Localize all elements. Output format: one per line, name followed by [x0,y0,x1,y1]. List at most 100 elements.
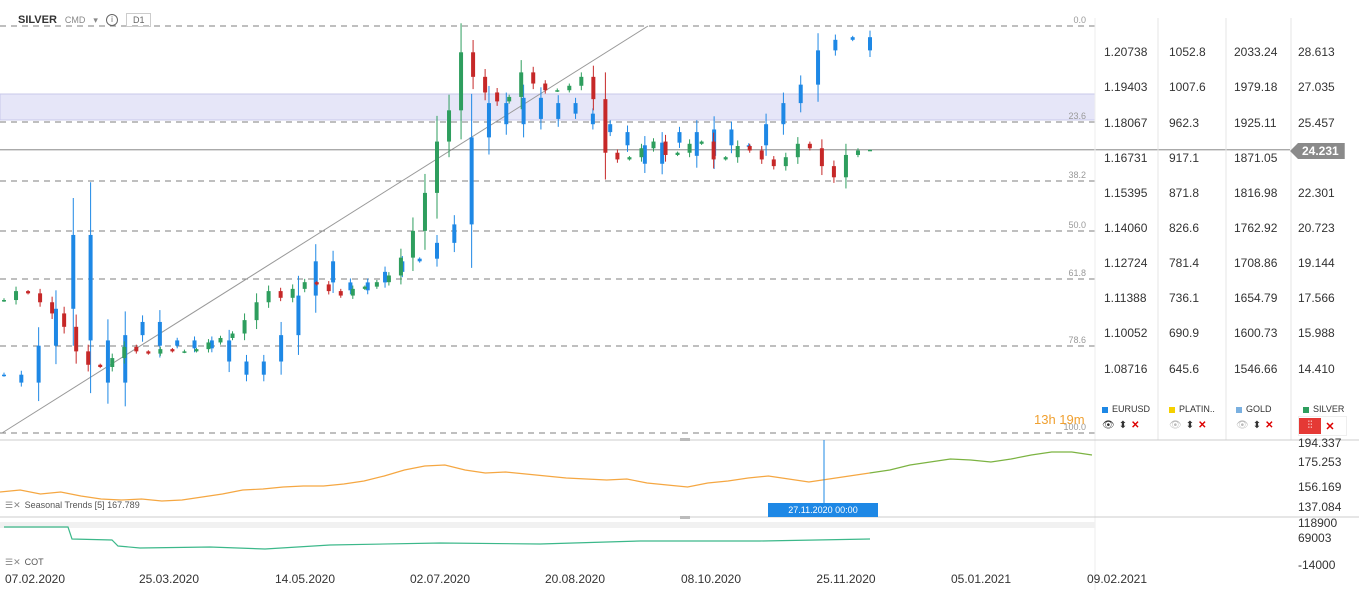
silver-body [170,349,175,352]
candle-type-icon[interactable]: ⫶⫶ [1299,418,1321,434]
silver-body [194,349,199,352]
silver-candle [110,353,115,372]
close-icon[interactable]: ✕ [1325,420,1335,433]
eye-icon[interactable]: 👁 [1102,420,1119,431]
silver-candle [206,339,211,353]
silver-candle [663,134,668,162]
trend-line [1,25,649,434]
highlight-band [0,93,1096,121]
legend-platinum[interactable]: PLATIN.. 👁⬍✕ [1169,404,1215,431]
sort-icon[interactable]: ⬍ [1185,420,1199,431]
eurusd-candle [313,244,318,313]
silver-candle [819,139,824,176]
close-icon[interactable]: ✕ [1198,420,1211,431]
silver-candle [591,65,596,111]
silver-candle [687,139,692,158]
eurusd-candle [452,215,457,253]
close-icon[interactable]: ✕ [1265,420,1278,431]
eye-icon[interactable]: 👁 [1236,420,1253,431]
silver-body [266,291,271,303]
eurusd-body [157,321,162,346]
legend-gold[interactable]: GOLD 👁⬍✕ [1236,404,1277,431]
menu-icon[interactable]: ☰✕ [5,557,21,567]
silver-body [687,143,692,153]
silver-candle [831,160,836,183]
sort-icon[interactable]: ⬍ [1252,420,1266,431]
eurusd-candle [123,311,128,407]
silver-candle [639,143,644,162]
platinum-tick-label: 690.9 [1169,326,1199,340]
legend-silver[interactable]: SILVER [1303,404,1344,414]
legend-eurusd[interactable]: EURUSD 👁⬍✕ [1102,404,1150,431]
silver-tick-label: 27.035 [1298,80,1335,94]
silver-candle [122,341,127,364]
gold-tick-label: 1979.18 [1234,80,1278,94]
info-icon[interactable]: i [105,14,118,26]
cot-indicator-label[interactable]: ☰✕ COT [5,557,44,567]
eurusd-candle [383,266,388,288]
eurusd-candle [348,278,353,295]
eurusd-body [279,335,284,362]
silver-candle [471,40,476,90]
silver-body [639,148,644,158]
x-axis-label: 08.10.2020 [681,572,741,586]
eurusd-candle [573,97,578,119]
silver-candle [795,137,800,164]
eurusd-candle [850,35,855,42]
silver-candle [627,156,632,161]
eurusd-body [590,113,595,125]
eurusd-body [608,124,613,133]
silver-body [314,282,319,285]
pane-handle [680,516,690,519]
fib-label: 78.6 [1068,335,1086,345]
eurusd-tick-label: 1.16731 [1104,151,1148,165]
silver-candle [711,132,716,169]
chevron-down-icon[interactable]: ▾ [93,14,98,25]
eurusd-candle [105,319,110,404]
silver-candle [134,344,139,354]
seasonal-tick-label: 175.253 [1298,455,1342,469]
eurusd-body [348,282,353,291]
silver-candle [158,346,163,356]
silver-body [531,72,536,84]
x-axis-label: 14.05.2020 [275,572,335,586]
source-label[interactable]: CMD [64,15,86,25]
silver-body [422,192,427,231]
eurusd-tick-label: 1.15395 [1104,186,1148,200]
silver-candle [675,151,680,157]
silver-body [711,141,716,160]
eurusd-body [36,345,41,383]
silver-body [663,141,668,155]
gold-tick-label: 1654.79 [1234,291,1278,305]
silver-candle [531,66,536,90]
silver-candle [699,140,704,145]
eye-icon[interactable]: 👁 [1169,420,1186,431]
silver-body [627,157,632,160]
timeframe-select[interactable]: D1 [125,13,152,27]
color-swatch [1169,406,1175,413]
pane-handle [680,438,690,441]
silver-body [759,150,764,160]
eurusd-candle [296,275,301,355]
platinum-tick-label: 1007.6 [1169,80,1206,94]
eurusd-candle [833,34,838,56]
sort-icon[interactable]: ⬍ [1118,420,1132,431]
eurusd-body [677,132,682,143]
fib-label: 50.0 [1068,220,1086,230]
silver-candle [386,272,391,286]
cot-tick-label: 69003 [1298,531,1332,545]
silver-candle [2,298,6,302]
silver-candle [855,148,860,158]
seasonal-indicator-label[interactable]: ☰✕ Seasonal Trends [5] 167.789 [5,500,140,510]
silver-candle [254,293,259,330]
eurusd-tick-label: 1.18067 [1104,116,1148,130]
silver-candle [567,83,572,93]
eurusd-body [816,50,821,85]
menu-icon[interactable]: ☰✕ [5,500,21,510]
silver-candle [74,314,79,364]
eurusd-candle [19,370,24,387]
symbol-label[interactable]: SILVER [18,14,57,26]
close-icon[interactable]: ✕ [1131,420,1144,431]
x-axis-label: 20.08.2020 [545,572,605,586]
